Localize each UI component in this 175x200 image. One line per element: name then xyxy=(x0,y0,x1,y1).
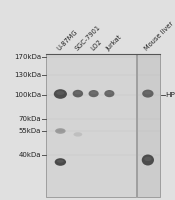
Ellipse shape xyxy=(73,90,83,97)
Ellipse shape xyxy=(142,90,154,98)
Ellipse shape xyxy=(57,160,64,163)
Ellipse shape xyxy=(89,90,99,97)
Text: Mouse liver: Mouse liver xyxy=(144,21,175,52)
Ellipse shape xyxy=(74,132,82,137)
Text: 55kDa: 55kDa xyxy=(19,128,41,134)
Bar xyxy=(46,54,136,197)
Ellipse shape xyxy=(57,129,64,132)
Ellipse shape xyxy=(106,91,112,94)
Ellipse shape xyxy=(142,154,154,166)
Bar xyxy=(137,54,160,197)
Ellipse shape xyxy=(55,128,66,134)
Ellipse shape xyxy=(54,89,67,99)
Ellipse shape xyxy=(56,91,64,95)
Text: SGC-7901: SGC-7901 xyxy=(74,24,101,52)
Ellipse shape xyxy=(104,90,114,97)
Text: U-87MG: U-87MG xyxy=(56,29,79,52)
Ellipse shape xyxy=(145,91,151,94)
Text: Jurkat: Jurkat xyxy=(105,34,123,52)
Text: 70kDa: 70kDa xyxy=(19,116,41,122)
Text: LO2: LO2 xyxy=(89,39,103,52)
Text: 170kDa: 170kDa xyxy=(14,54,41,60)
Text: 100kDa: 100kDa xyxy=(14,92,41,98)
Ellipse shape xyxy=(55,158,66,166)
Ellipse shape xyxy=(75,91,81,94)
Text: 40kDa: 40kDa xyxy=(19,152,41,158)
Ellipse shape xyxy=(91,91,97,94)
Text: 130kDa: 130kDa xyxy=(14,72,41,78)
Text: HPS4: HPS4 xyxy=(165,92,175,98)
Ellipse shape xyxy=(144,157,152,161)
